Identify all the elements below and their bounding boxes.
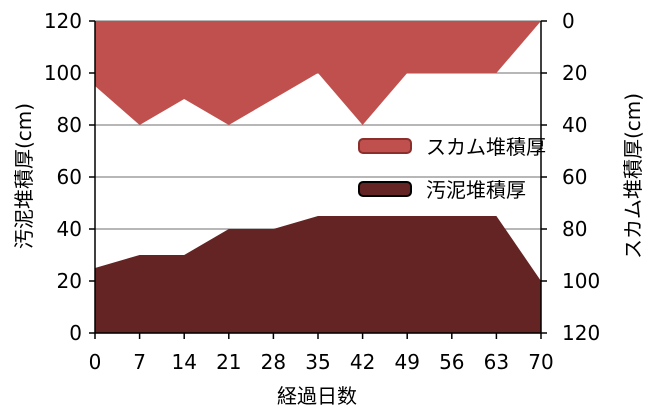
x-tick-label: 42	[350, 350, 375, 374]
legend-entry-scum: スカム堆積厚	[358, 135, 546, 159]
legend-entry-sludge: 汚泥堆積厚	[358, 178, 526, 202]
right-tick-label: 60	[562, 165, 587, 189]
left-axis-title: 汚泥堆積厚(cm)	[12, 103, 36, 249]
x-tick-label: 14	[171, 350, 196, 374]
left-tick-label: 80	[57, 113, 82, 137]
x-tick-label: 70	[528, 350, 553, 374]
right-tick-label: 120	[562, 321, 600, 345]
left-tick-label: 60	[57, 165, 82, 189]
left-tick-label: 0	[69, 321, 82, 345]
right-tick-label: 40	[562, 113, 587, 137]
right-tick-label: 20	[562, 61, 587, 85]
x-tick-label: 56	[439, 350, 464, 374]
left-tick-label: 20	[57, 269, 82, 293]
tick-labels: 0 20 40 60 80 100 120 0 20 40 60 80 100 120 0 7 14 21 28 35…	[44, 9, 600, 374]
series-areas	[95, 21, 541, 333]
left-tick-label: 100	[44, 61, 82, 85]
legend-label-sludge: 汚泥堆積厚	[426, 178, 526, 202]
right-tick-label: 0	[562, 9, 575, 33]
x-tick-label: 63	[484, 350, 509, 374]
right-tick-label: 80	[562, 217, 587, 241]
legend: スカム堆積厚 汚泥堆積厚	[358, 135, 546, 202]
series-area-0	[95, 21, 541, 125]
legend-swatch-sludge	[358, 181, 412, 197]
axes	[89, 20, 547, 339]
right-axis-title: スカム堆積厚(cm)	[621, 93, 645, 259]
right-tick-label: 100	[562, 269, 600, 293]
x-tick-label: 28	[261, 350, 286, 374]
x-tick-label: 0	[89, 350, 102, 374]
x-axis-title: 経過日数	[277, 384, 357, 407]
x-tick-label: 49	[394, 350, 419, 374]
left-tick-label: 120	[44, 9, 82, 33]
legend-swatch-scum	[358, 138, 412, 154]
series-area-1	[95, 216, 541, 333]
x-tick-label: 21	[216, 350, 241, 374]
x-tick-label: 35	[305, 350, 330, 374]
x-tick-label: 7	[133, 350, 146, 374]
legend-label-scum: スカム堆積厚	[426, 135, 546, 159]
left-tick-label: 40	[57, 217, 82, 241]
